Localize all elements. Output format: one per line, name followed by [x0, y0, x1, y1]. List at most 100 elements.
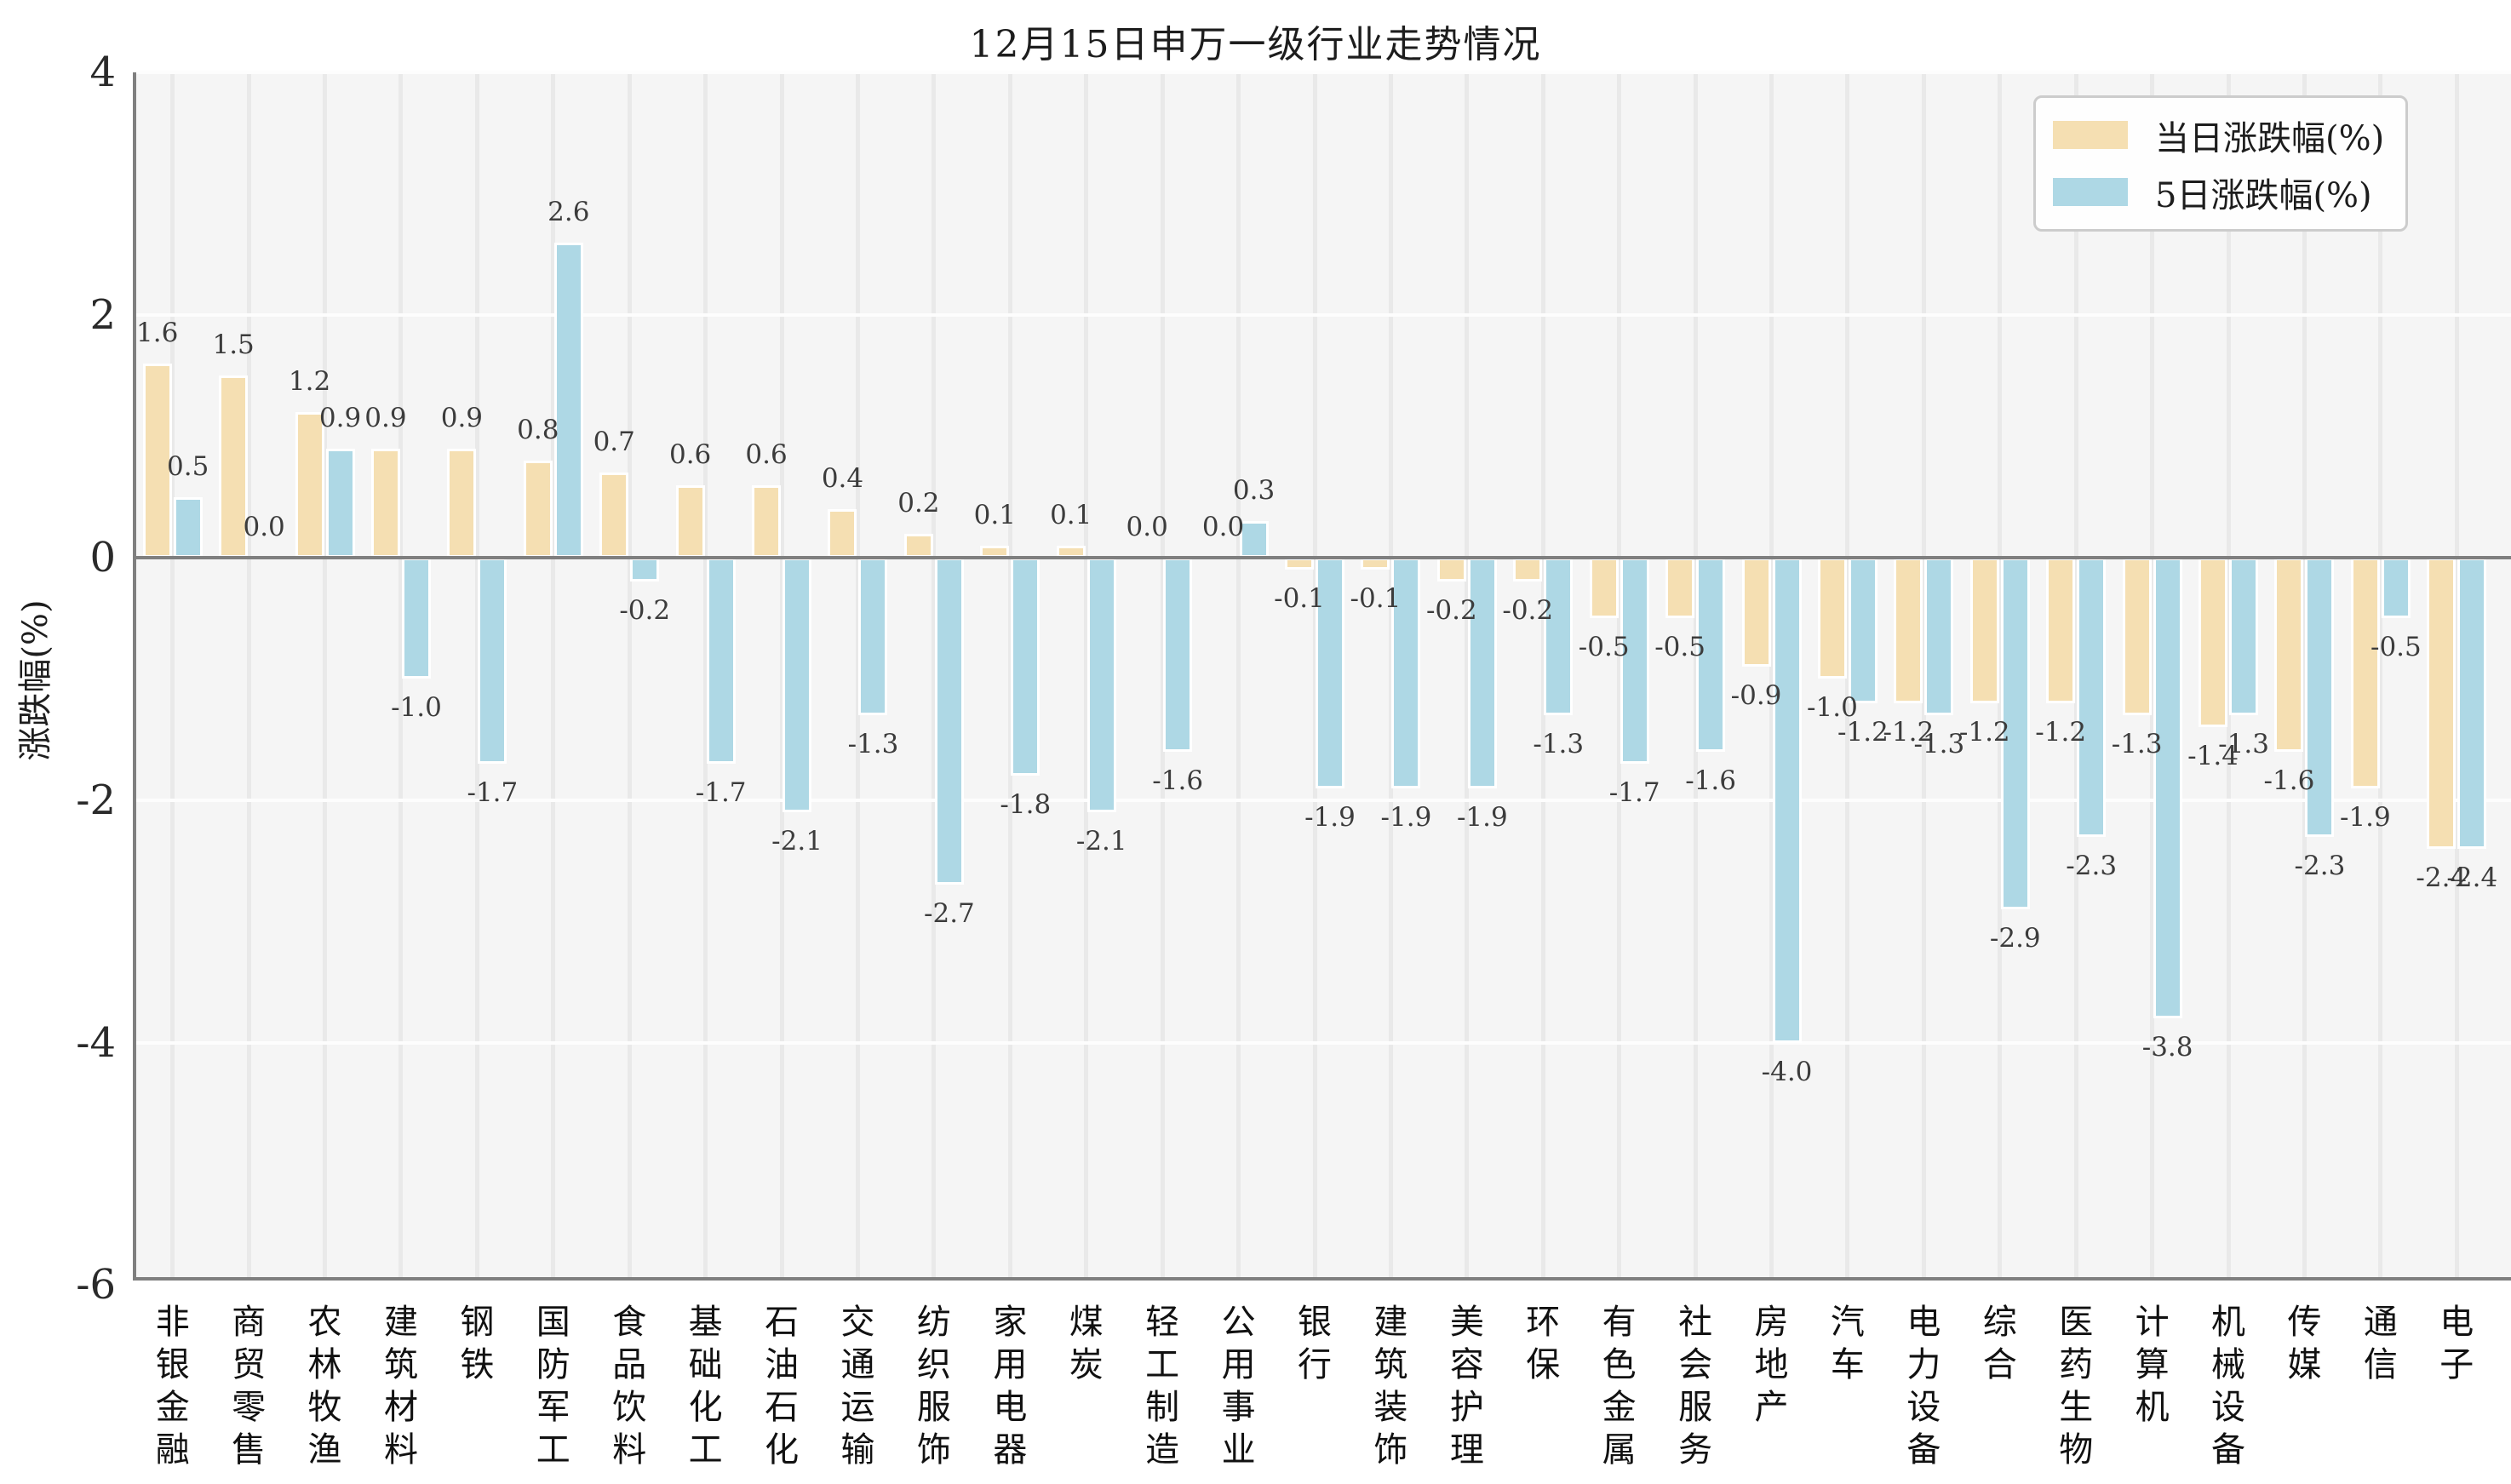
value-label-5day-交通运输: -1.3 — [847, 729, 899, 760]
x-tick-label-房地产: 房地产 — [1754, 1303, 1789, 1427]
value-label-5day-计算机: -3.8 — [2141, 1032, 2193, 1063]
bar-daily-食品饮料 — [599, 473, 629, 558]
bar-5day-环保 — [1544, 558, 1574, 716]
vertical-gridline — [2073, 72, 2078, 1277]
x-tick-label-家用电器: 家用电器 — [993, 1303, 1028, 1470]
bar-5day-非银金融 — [173, 496, 203, 558]
x-tick-label-建筑材料: 建筑材料 — [383, 1303, 418, 1470]
value-label-daily-食品饮料: 0.7 — [593, 427, 635, 458]
left-axis-spine — [133, 72, 136, 1281]
bar-daily-农林牧渔 — [295, 412, 324, 558]
bar-daily-汽车 — [1817, 558, 1847, 679]
vertical-gridline — [323, 72, 328, 1277]
value-label-daily-社会服务: -0.5 — [1654, 632, 1706, 663]
five-day-change-swatch-icon — [2053, 178, 2128, 206]
value-label-5day-基础化工: -1.7 — [695, 777, 747, 809]
bar-5day-房地产 — [1772, 558, 1802, 1043]
bar-5day-医药生物 — [2077, 558, 2107, 837]
vertical-gridline — [855, 72, 860, 1277]
x-tick-label-商贸零售: 商贸零售 — [232, 1303, 267, 1470]
x-tick-label-公用事业: 公用事业 — [1221, 1303, 1256, 1470]
bar-5day-钢铁 — [478, 558, 507, 765]
value-label-daily-通信: -1.9 — [2339, 801, 2391, 833]
vertical-gridline — [779, 72, 784, 1277]
value-label-5day-煤炭: -2.1 — [1075, 826, 1127, 857]
bar-daily-建筑装饰 — [1361, 558, 1390, 570]
vertical-gridline — [627, 72, 632, 1277]
value-label-5day-电子: -2.4 — [2446, 862, 2498, 893]
value-label-5day-电力设备: -1.3 — [1913, 729, 1965, 760]
vertical-gridline — [2378, 72, 2383, 1277]
value-label-daily-机械设备: -1.4 — [2187, 741, 2239, 772]
value-label-5day-公用事业: 0.3 — [1232, 475, 1276, 507]
vertical-gridline — [1312, 72, 1317, 1277]
horizontal-gridline — [135, 313, 2511, 318]
value-label-daily-传媒: -1.6 — [2263, 765, 2315, 796]
value-label-5day-机械设备: -1.3 — [2218, 729, 2269, 760]
x-tick-label-美容护理: 美容护理 — [1449, 1303, 1484, 1470]
x-tick-label-汽车: 汽车 — [1830, 1303, 1865, 1384]
value-label-daily-建筑装饰: -0.1 — [1350, 583, 1402, 615]
x-tick-label-医药生物: 医药生物 — [2059, 1303, 2094, 1470]
bar-5day-电子 — [2457, 558, 2487, 849]
value-label-5day-钢铁: -1.7 — [467, 777, 519, 809]
value-label-daily-汽车: -1.0 — [1807, 692, 1858, 724]
vertical-gridline — [398, 72, 404, 1277]
bar-daily-综合 — [1969, 558, 1999, 703]
value-label-5day-通信: -0.5 — [2370, 632, 2422, 663]
bar-daily-商贸零售 — [219, 375, 249, 558]
vertical-gridline — [1007, 72, 1012, 1277]
bar-5day-计算机 — [2153, 558, 2182, 1019]
bar-daily-通信 — [2350, 558, 2380, 788]
value-label-daily-商贸零售: 1.5 — [212, 329, 255, 361]
y-tick-label-4: 4 — [89, 49, 116, 97]
bar-daily-有色金属 — [1589, 558, 1619, 619]
vertical-gridline — [1769, 72, 1774, 1277]
value-label-5day-传媒: -2.3 — [2294, 850, 2346, 881]
x-tick-label-传媒: 传媒 — [2287, 1303, 2322, 1384]
x-tick-label-机械设备: 机械设备 — [2211, 1303, 2246, 1470]
bar-5day-传媒 — [2305, 558, 2335, 837]
x-tick-label-社会服务: 社会服务 — [1678, 1303, 1713, 1470]
bar-5day-社会服务 — [1696, 558, 1726, 752]
horizontal-gridline — [135, 798, 2511, 802]
legend-row-daily: 当日涨跌幅(%) — [2053, 111, 2405, 160]
value-label-5day-综合: -2.9 — [1989, 922, 2041, 954]
bar-daily-建筑材料 — [370, 448, 400, 558]
bar-daily-交通运输 — [828, 509, 857, 558]
vertical-gridline — [474, 72, 479, 1277]
vertical-gridline — [2454, 72, 2459, 1277]
vertical-gridline — [1998, 72, 2003, 1277]
vertical-gridline — [2302, 72, 2307, 1277]
vertical-gridline — [703, 72, 708, 1277]
value-label-5day-有色金属: -1.7 — [1608, 777, 1660, 809]
bar-5day-银行 — [1316, 558, 1344, 788]
value-label-5day-汽车: -1.2 — [1837, 716, 1889, 748]
bar-5day-通信 — [2381, 558, 2411, 619]
vertical-gridline — [1084, 72, 1089, 1277]
value-label-daily-综合: -1.2 — [1958, 716, 2010, 748]
y-tick-label--2: -2 — [76, 776, 116, 824]
x-tick-label-有色金属: 有色金属 — [1602, 1303, 1637, 1470]
value-label-5day-建筑材料: -1.0 — [391, 692, 442, 724]
bar-daily-机械设备 — [2199, 558, 2228, 728]
vertical-gridline — [246, 72, 251, 1277]
bar-daily-传媒 — [2274, 558, 2304, 752]
value-label-daily-非银金融: 1.6 — [136, 318, 179, 349]
value-label-daily-纺织服饰: 0.2 — [897, 487, 940, 519]
y-tick-label--4: -4 — [76, 1018, 116, 1067]
value-label-5day-国防军工: 2.6 — [547, 196, 590, 227]
bar-daily-社会服务 — [1665, 558, 1695, 619]
value-label-5day-美容护理: -1.9 — [1456, 801, 1508, 833]
y-tick-label-0: 0 — [89, 534, 116, 582]
x-tick-label-环保: 环保 — [1526, 1303, 1561, 1384]
y-tick-label--6: -6 — [76, 1261, 116, 1309]
bar-daily-非银金融 — [142, 364, 172, 558]
x-tick-label-非银金融: 非银金融 — [155, 1303, 190, 1470]
bar-daily-房地产 — [1741, 558, 1771, 668]
bar-5day-轻工制造 — [1163, 558, 1193, 752]
x-tick-label-农林牧渔: 农林牧渔 — [307, 1303, 342, 1470]
legend-label-daily: 当日涨跌幅(%) — [2155, 118, 2385, 158]
legend-label-five-day: 5日涨跌幅(%) — [2155, 175, 2372, 215]
